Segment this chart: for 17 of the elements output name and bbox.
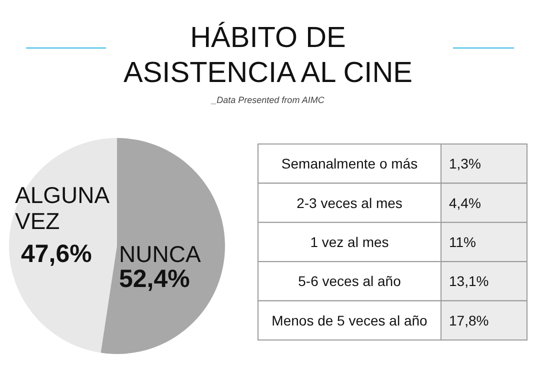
text: _Data Presented from AIMC: [210, 95, 325, 105]
category-label: 2-3 veces al mes: [296, 194, 402, 211]
data-label: 47,6%: [21, 240, 92, 268]
category-label: Semanalmente o más: [281, 156, 418, 172]
data-label: 11%: [449, 234, 476, 250]
data-label: 17,8%: [449, 312, 489, 328]
slice-label: ALGUNA VEZ: [15, 182, 110, 234]
data-label: 4,4%: [449, 194, 481, 211]
category-label: 5-6 veces al año: [298, 273, 402, 290]
category-label: 1 vez al mes: [310, 234, 389, 250]
pie-slice: [9, 138, 117, 353]
chart-title: HÁBITO DE ASISTENCIA AL CINE: [123, 21, 413, 89]
category-label: Menos de 5 veces al año: [272, 312, 428, 328]
data-label: 13,1%: [449, 273, 489, 290]
slice-label: NUNCA: [119, 241, 202, 267]
data-label: 52,4%: [119, 265, 190, 293]
data-label: 1,3%: [449, 156, 481, 172]
